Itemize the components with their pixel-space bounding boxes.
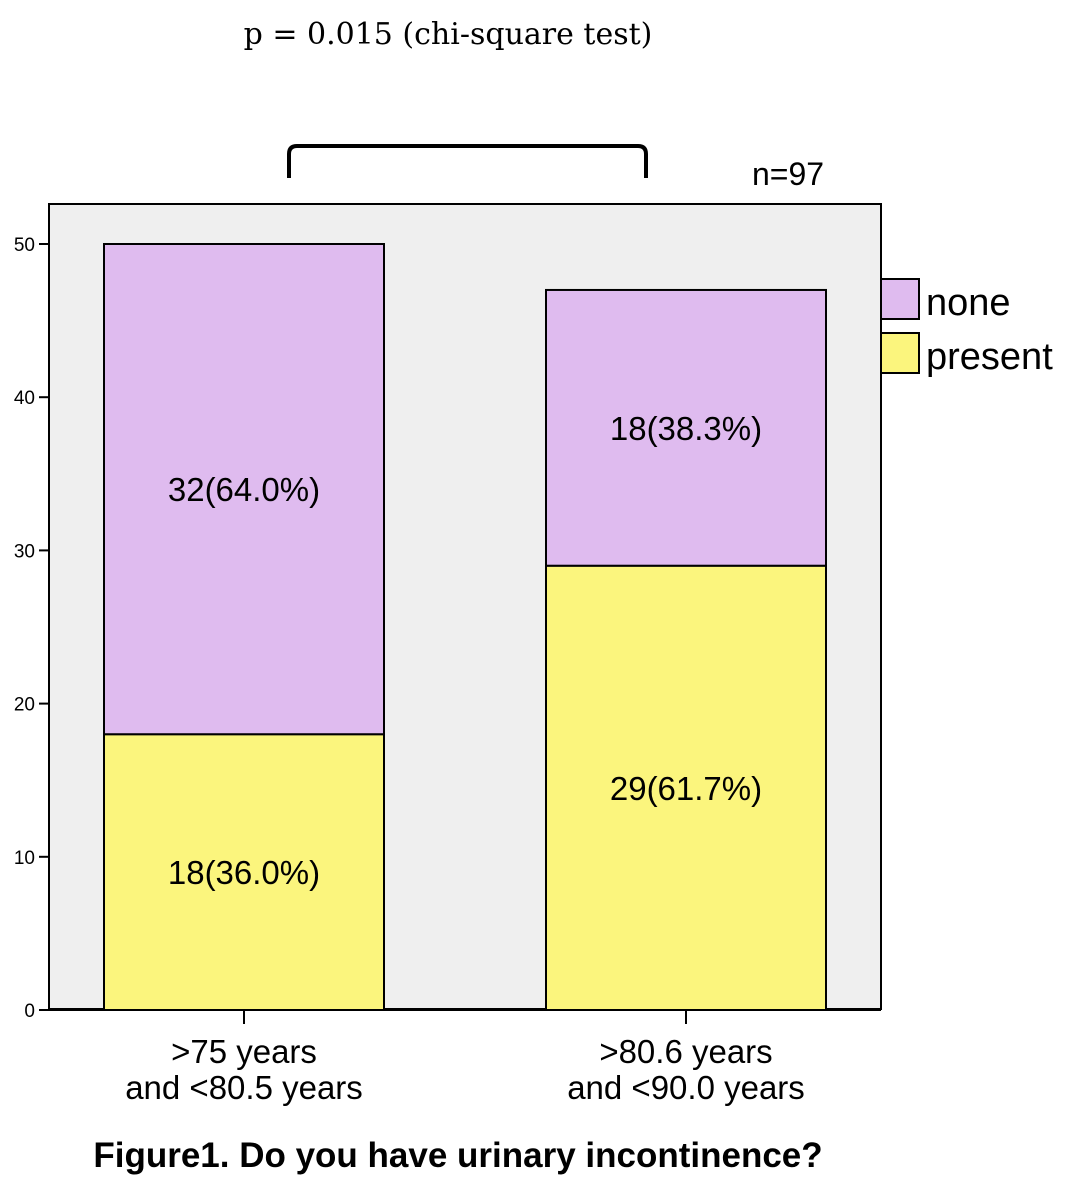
y-tick-label: 30 (14, 541, 35, 562)
bar-segment-present (103, 733, 385, 1011)
x-tick-label: and <80.5 years (125, 1069, 363, 1106)
chart-title: Figure1. Do you have urinary incontinenc… (93, 1136, 822, 1175)
bars: 18(36.0%) 32(64.0%) 29(61.7%) 18(38.3%) (103, 243, 827, 1011)
y-axis: 0 10 20 30 40 50 (14, 204, 50, 1022)
legend-label-none: none (926, 282, 1011, 324)
legend-label-present: present (926, 336, 1053, 378)
y-tick-label: 40 (14, 388, 35, 409)
data-label: 32(64.0%) (168, 471, 320, 508)
sample-size-label: n=97 (752, 156, 824, 192)
data-label: 18(36.0%) (168, 854, 320, 891)
y-tick-label: 0 (24, 1001, 35, 1022)
y-tick-label: 20 (14, 695, 35, 716)
x-tick-label: >80.6 years (599, 1033, 772, 1070)
bar-segment-none (103, 243, 385, 736)
data-label: 29(61.7%) (610, 770, 762, 807)
bar-segment-present (545, 564, 827, 1011)
legend-swatch-none (880, 278, 920, 320)
legend: none present (880, 278, 1053, 378)
significance-bracket (287, 144, 648, 178)
y-tick-label: 10 (14, 848, 35, 869)
y-tick-label: 50 (14, 235, 35, 256)
data-label: 18(38.3%) (610, 410, 762, 447)
p-value-annotation: p = 0.015 (chi-square test) (244, 17, 653, 52)
x-tick-label: and <90.0 years (567, 1069, 805, 1106)
legend-swatch-present (880, 332, 920, 374)
bar-segment-none (545, 288, 827, 567)
x-tick-label: >75 years (171, 1033, 317, 1070)
